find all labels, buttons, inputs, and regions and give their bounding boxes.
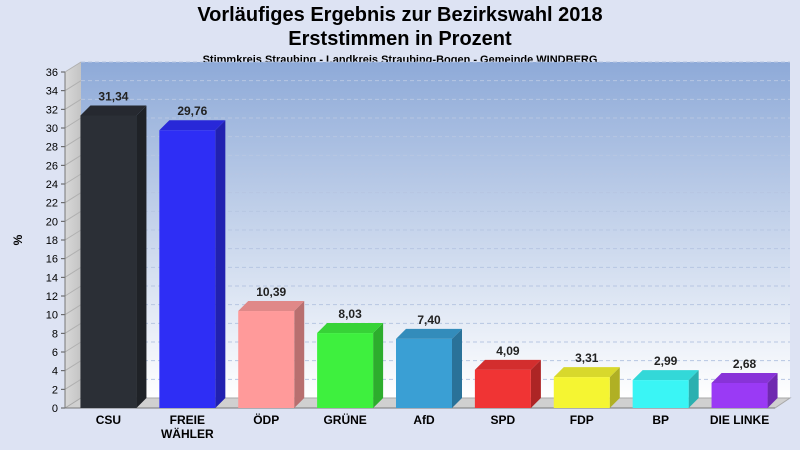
grid-line-wall [64, 80, 82, 92]
bar-side [688, 370, 699, 408]
bar [238, 301, 305, 408]
grid-line-wall [64, 360, 82, 372]
bar-side [136, 105, 147, 408]
bar-front [711, 382, 768, 408]
bar-side [373, 323, 384, 408]
y-tick-label: 26 [46, 160, 58, 172]
y-tick-label: 36 [46, 67, 58, 79]
bar-front [238, 311, 295, 408]
bar-top [80, 105, 147, 116]
y-tick-label: 22 [46, 198, 58, 210]
grid-line-wall [64, 173, 82, 185]
bar [632, 370, 699, 408]
grid-line-wall [64, 285, 82, 297]
bar [711, 372, 778, 408]
y-axis-label: % [11, 234, 25, 245]
y-tick-label: 8 [52, 328, 58, 340]
bar-front [396, 338, 452, 408]
bar-front [159, 130, 216, 409]
bar-front [474, 369, 531, 408]
bar-top [317, 323, 384, 334]
grid-line-wall [64, 136, 82, 148]
bar-top [711, 372, 778, 383]
bar-value-label: 2,68 [733, 357, 757, 371]
grid-line-wall [64, 98, 82, 110]
y-tick-label: 28 [46, 142, 58, 154]
bar-value-label: 2,99 [654, 354, 678, 368]
x-tick-label: FREIE [170, 413, 205, 427]
bar [159, 120, 226, 409]
y-tick-label: 4 [52, 366, 58, 378]
grid-line-wall [64, 341, 82, 353]
grid-line-wall [64, 322, 82, 334]
bar-value-label: 31,34 [98, 89, 128, 103]
bar-side [294, 301, 305, 408]
chart-title: Vorläufiges Ergebnis zur Bezirkswahl 201… [197, 4, 603, 26]
y-tick-label: 2 [52, 384, 58, 396]
bar-value-label: 8,03 [338, 307, 362, 321]
bar-value-label: 7,40 [417, 313, 441, 327]
y-tick-label: 16 [46, 254, 58, 266]
y-tick-label: 0 [52, 403, 58, 415]
x-tick-label: FDP [570, 413, 594, 427]
bar-value-label: 3,31 [575, 351, 599, 365]
x-tick-label: BP [652, 413, 669, 427]
bar-top [396, 328, 462, 339]
bar [317, 323, 384, 408]
y-tick-label: 30 [46, 123, 58, 135]
bar-front [553, 377, 610, 408]
x-tick-label: DIE LINKE [710, 413, 769, 427]
bar-side [452, 328, 462, 408]
y-tick-label: 6 [52, 347, 58, 359]
grid-line-wall [64, 266, 82, 278]
bar-front [632, 380, 689, 408]
y-tick-label: 12 [46, 291, 58, 303]
bar-top [474, 359, 541, 370]
y-tick-label: 32 [46, 104, 58, 116]
x-tick-label: SPD [491, 413, 516, 427]
y-tick-label: 20 [46, 216, 58, 228]
bar-side [609, 367, 620, 408]
x-tick-label: GRÜNE [323, 412, 366, 427]
grid-line-wall [64, 192, 82, 204]
x-tick-label: WÄHLER [161, 426, 214, 441]
grid-line-wall [64, 248, 82, 260]
chart-subtitle: Erststimmen in Prozent [288, 28, 512, 50]
bar-value-label: 29,76 [177, 104, 207, 118]
grid-line-wall [64, 61, 82, 73]
bar [396, 328, 462, 408]
bar-top [632, 370, 699, 381]
bar [474, 359, 541, 408]
grid-line-wall [64, 210, 82, 222]
bar-value-label: 10,39 [256, 285, 286, 299]
x-tick-label: AfD [413, 413, 435, 427]
bar-side [767, 372, 778, 408]
bar-front [317, 333, 374, 408]
bar [553, 367, 620, 408]
x-tick-label: ÖDP [253, 412, 279, 427]
y-tick-label: 24 [46, 179, 58, 191]
y-tick-label: 34 [46, 86, 58, 98]
bar-top [553, 367, 620, 378]
bar-side [530, 359, 541, 408]
y-tick-label: 14 [46, 272, 58, 284]
grid-line-wall [64, 117, 82, 129]
bar-top [159, 120, 226, 131]
x-tick-label: CSU [96, 413, 121, 427]
grid-line-wall [64, 154, 82, 166]
bar [80, 105, 147, 408]
bar-side [215, 120, 226, 409]
y-tick-label: 10 [46, 310, 58, 322]
y-tick-label: 18 [46, 235, 58, 247]
bar-value-label: 4,09 [496, 344, 520, 358]
grid-line-wall [64, 304, 82, 316]
grid-line-wall [64, 378, 82, 390]
grid-line-wall [64, 229, 82, 241]
bar-front [80, 115, 137, 408]
bar-top [238, 301, 305, 312]
